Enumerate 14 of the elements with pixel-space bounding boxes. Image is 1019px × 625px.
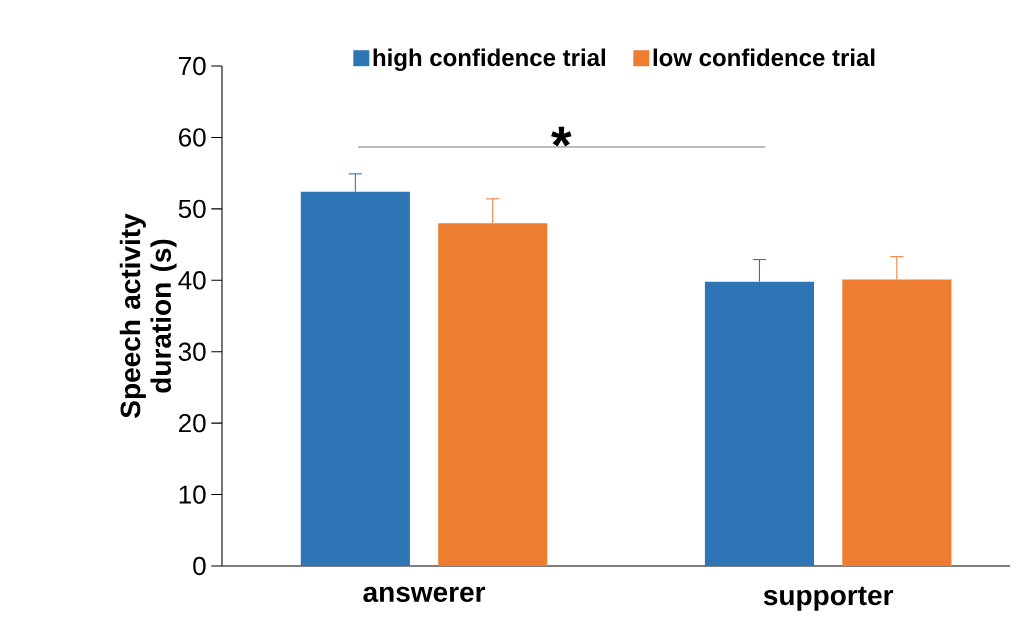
x-tick-label: supporter [763,586,894,611]
y-tick-label: 0 [193,556,206,576]
annotation: * [551,126,572,147]
x-tick-label: answerer [363,586,486,603]
y-tick-label: 10 [179,485,206,504]
y-tick-label: 50 [178,199,206,219]
y-tick-label: 30 [178,342,206,361]
y-tick-label: 20 [179,413,206,433]
legend-label: low confidence trial [653,48,875,67]
legend-label: high confidence trial [373,48,605,71]
y-tick-label: 60 [179,128,206,147]
y-axis-title: Speech activity duration (s) [119,213,177,418]
y-tick-label: 70 [179,56,206,76]
y-tick-label: 40 [178,271,206,290]
